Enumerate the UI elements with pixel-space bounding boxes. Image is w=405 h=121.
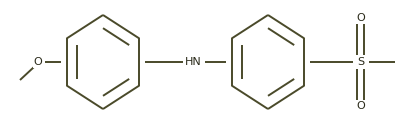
Text: S: S [356,57,364,67]
Text: HN: HN [184,57,201,67]
Text: O: O [356,101,364,111]
Text: O: O [356,13,364,23]
Text: O: O [34,57,42,67]
